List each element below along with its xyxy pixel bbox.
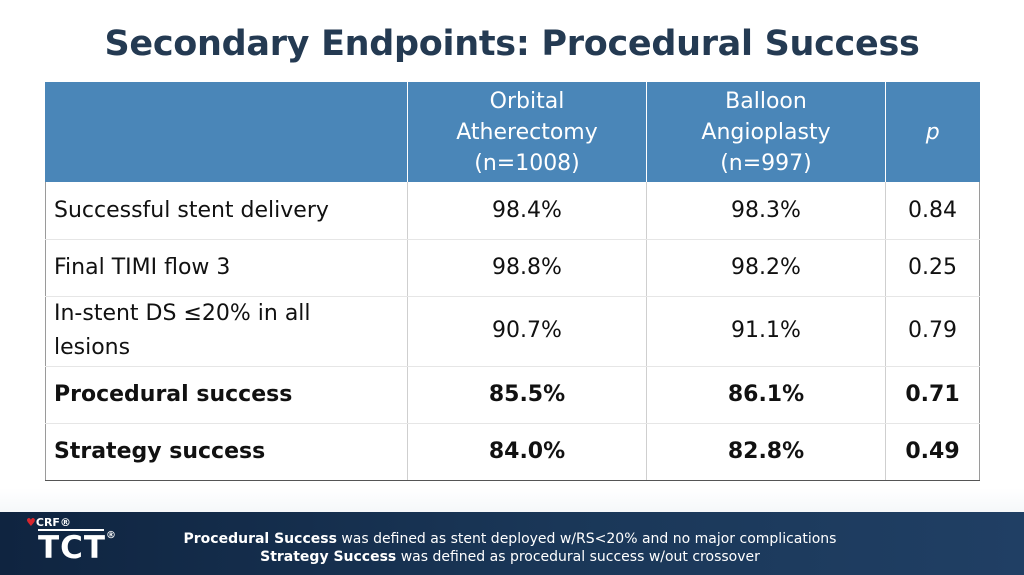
table-row: Final TIMI flow 3 98.8% 98.2% 0.25 — [45, 239, 980, 297]
p-value: 0.71 — [885, 366, 980, 424]
row-label: Final TIMI flow 3 — [45, 239, 408, 297]
row-label: Procedural success — [45, 366, 408, 424]
orbital-atherectomy-value: 90.7% — [407, 296, 647, 367]
header-cell-balloon-angioplasty: Balloon Angioplasty (n=997) — [646, 82, 886, 182]
header-line: Balloon — [725, 88, 807, 114]
orbital-atherectomy-value: 98.4% — [407, 182, 647, 240]
balloon-angioplasty-value: 98.3% — [646, 182, 886, 240]
tct-logo: ♥CRF® TCT® — [26, 516, 116, 571]
row-label: Strategy success — [45, 423, 408, 481]
row-label-line: lesions — [54, 335, 131, 360]
p-value: 0.49 — [885, 423, 980, 481]
tct-text: TCT® — [38, 530, 117, 566]
table-row: Strategy success 84.0% 82.8% 0.49 — [45, 423, 980, 481]
footnote-text: was defined as procedural success w/out … — [396, 549, 760, 565]
header-line: (n=997) — [720, 150, 812, 176]
orbital-atherectomy-value: 85.5% — [407, 366, 647, 424]
header-cell-p-value: p — [885, 82, 980, 182]
balloon-angioplasty-value: 86.1% — [646, 366, 886, 424]
crf-logo: ♥CRF® — [26, 516, 71, 529]
row-label-line: In-stent DS ≤20% in all — [54, 301, 311, 326]
crf-text: CRF — [35, 516, 60, 529]
heart-icon: ♥ — [26, 516, 36, 529]
footnote-line: Procedural Success was defined as stent … — [160, 530, 860, 548]
header-line: p — [925, 119, 940, 145]
header-line: Angioplasty — [701, 119, 831, 145]
registered-mark: ® — [59, 516, 71, 529]
header-cell-orbital-atherectomy: Orbital Atherectomy (n=1008) — [407, 82, 647, 182]
header-cell-empty — [45, 82, 408, 182]
p-value: 0.79 — [885, 296, 980, 367]
footnote-text: was defined as stent deployed w/RS<20% a… — [336, 531, 837, 547]
logo-divider — [38, 529, 104, 531]
balloon-angioplasty-value: 82.8% — [646, 423, 886, 481]
footer-bar — [0, 512, 1024, 575]
orbital-atherectomy-value: 84.0% — [407, 423, 647, 481]
footnote: Procedural Success was defined as stent … — [160, 530, 860, 566]
footnote-term: Procedural Success — [183, 531, 337, 547]
row-label: Successful stent delivery — [45, 182, 408, 240]
p-value: 0.84 — [885, 182, 980, 240]
table-row: In-stent DS ≤20% in all lesions 90.7% 91… — [45, 296, 980, 367]
p-value: 0.25 — [885, 239, 980, 297]
header-line: (n=1008) — [474, 150, 580, 176]
row-label: In-stent DS ≤20% in all lesions — [45, 296, 408, 367]
footnote-term: Strategy Success — [260, 549, 397, 565]
footnote-line: Strategy Success was defined as procedur… — [160, 548, 860, 566]
header-row: Orbital Atherectomy (n=1008) Balloon Ang… — [45, 82, 980, 182]
header-line: Atherectomy — [456, 119, 598, 145]
balloon-angioplasty-value: 98.2% — [646, 239, 886, 297]
endpoints-table: Orbital Atherectomy (n=1008) Balloon Ang… — [45, 82, 980, 481]
table-row: Successful stent delivery 98.4% 98.3% 0.… — [45, 182, 980, 240]
orbital-atherectomy-value: 98.8% — [407, 239, 647, 297]
table-row: Procedural success 85.5% 86.1% 0.71 — [45, 366, 980, 424]
header-line: Orbital — [489, 88, 565, 114]
tct-wordmark: TCT — [38, 530, 107, 566]
slide-title: Secondary Endpoints: Procedural Success — [104, 24, 920, 64]
registered-mark: ® — [106, 530, 118, 541]
balloon-angioplasty-value: 91.1% — [646, 296, 886, 367]
